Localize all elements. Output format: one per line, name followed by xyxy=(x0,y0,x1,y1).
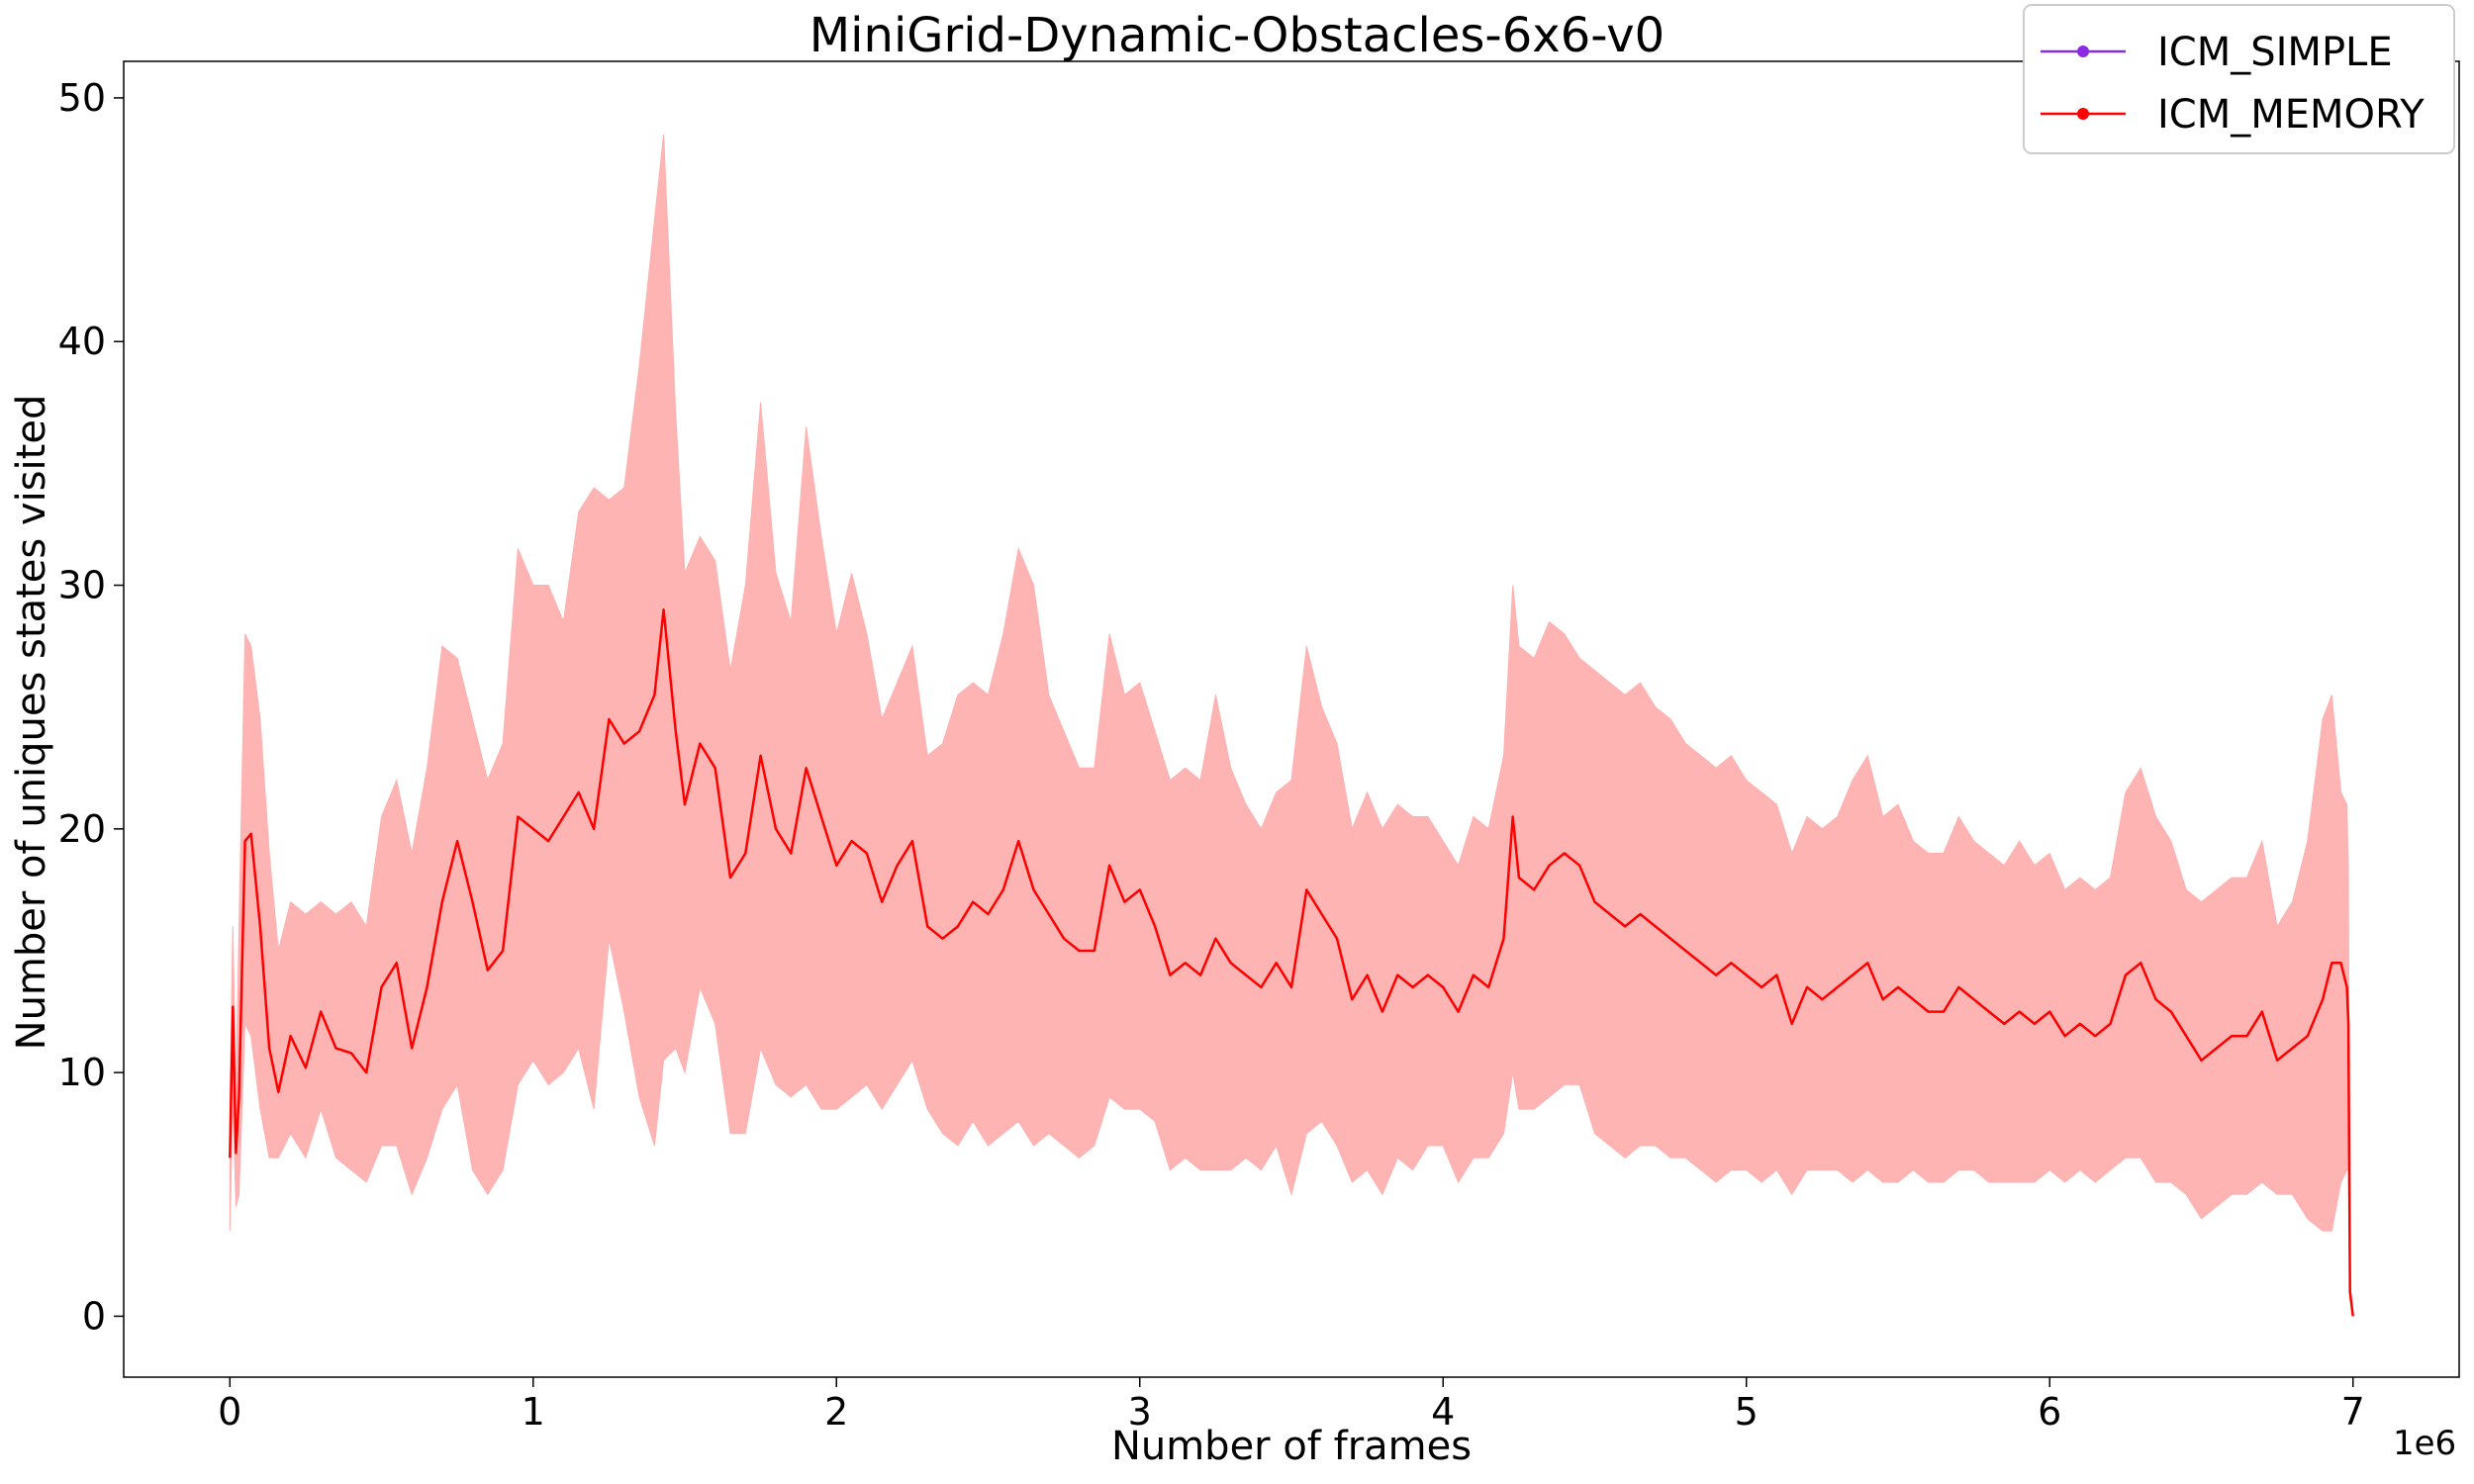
legend-item-icm-simple: ICM_SIMPLE xyxy=(2041,30,2393,75)
legend-frame xyxy=(2023,4,2455,154)
legend: ICM_SIMPLE ICM_MEMORY xyxy=(2023,4,2455,154)
y-axis-label: Number of uniques states visited xyxy=(9,395,54,1051)
plot-area xyxy=(229,134,2354,1317)
axes: 0 1 2 3 4 5 6 7 0 10 20 30 40 50 xyxy=(58,60,2460,1434)
legend-marker-icm-memory xyxy=(2077,108,2089,120)
x-tick-label: 5 xyxy=(1735,1390,1759,1434)
y-tick-label: 20 xyxy=(58,807,106,851)
x-axis-label: Number of frames xyxy=(1111,1424,1472,1469)
plot-frame xyxy=(123,60,2460,1378)
legend-label-icm-simple: ICM_SIMPLE xyxy=(2157,30,2393,75)
y-tick-label: 40 xyxy=(58,320,106,363)
x-tick-label: 4 xyxy=(1431,1390,1455,1434)
confidence-band-icm-memory xyxy=(229,134,2354,1317)
x-tick-label: 0 xyxy=(218,1390,241,1434)
legend-marker-icm-simple xyxy=(2077,46,2089,57)
y-tick-label: 30 xyxy=(58,564,106,607)
x-tick-label: 1 xyxy=(522,1390,545,1434)
y-tick-label: 50 xyxy=(58,76,106,120)
legend-label-icm-memory: ICM_MEMORY xyxy=(2157,92,2425,138)
y-tick-label: 0 xyxy=(82,1294,106,1338)
x-tick-label: 3 xyxy=(1128,1390,1152,1434)
x-offset-label: 1e6 xyxy=(2393,1424,2456,1463)
legend-item-icm-memory: ICM_MEMORY xyxy=(2041,92,2425,138)
y-tick-label: 10 xyxy=(58,1051,106,1094)
x-tick-label: 7 xyxy=(2341,1390,2365,1434)
series-line-icm-memory xyxy=(229,607,2354,1317)
chart-title: MiniGrid-Dynamic-Obstacles-6x6-v0 xyxy=(809,8,1665,63)
series-points-icm-memory xyxy=(230,609,2353,1317)
x-tick-label: 2 xyxy=(824,1390,848,1434)
x-tick-label: 6 xyxy=(2038,1390,2061,1434)
